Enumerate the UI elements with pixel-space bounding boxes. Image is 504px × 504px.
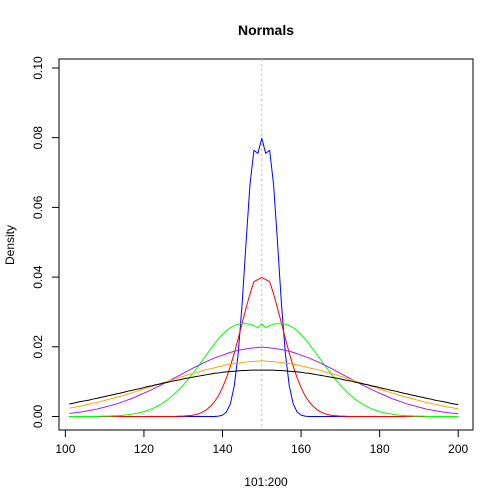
x-tick-label: 100 bbox=[55, 442, 75, 456]
y-axis: 0.00 0.02 0.04 0.06 0.08 0.10 bbox=[31, 56, 59, 428]
y-tick-label: 0.06 bbox=[31, 195, 45, 219]
y-tick-label: 0.08 bbox=[31, 126, 45, 150]
series-line-4 bbox=[69, 347, 458, 414]
x-tick-label: 160 bbox=[291, 442, 311, 456]
x-axis-label: 101:200 bbox=[244, 475, 288, 489]
x-tick-label: 200 bbox=[448, 442, 468, 456]
chart-title: Normals bbox=[238, 22, 294, 38]
x-axis: 100 120 140 160 180 200 bbox=[55, 430, 468, 456]
y-tick-label: 0.00 bbox=[31, 404, 45, 428]
y-tick-label: 0.04 bbox=[31, 265, 45, 289]
series-line-1 bbox=[69, 138, 458, 416]
x-tick-label: 120 bbox=[134, 442, 154, 456]
series-lines bbox=[69, 138, 458, 416]
x-tick-label: 180 bbox=[370, 442, 390, 456]
plot-frame bbox=[59, 59, 473, 430]
y-tick-label: 0.10 bbox=[31, 56, 45, 80]
y-tick-label: 0.02 bbox=[31, 335, 45, 359]
x-tick-label: 140 bbox=[212, 442, 232, 456]
y-axis-label: Density bbox=[3, 225, 17, 265]
